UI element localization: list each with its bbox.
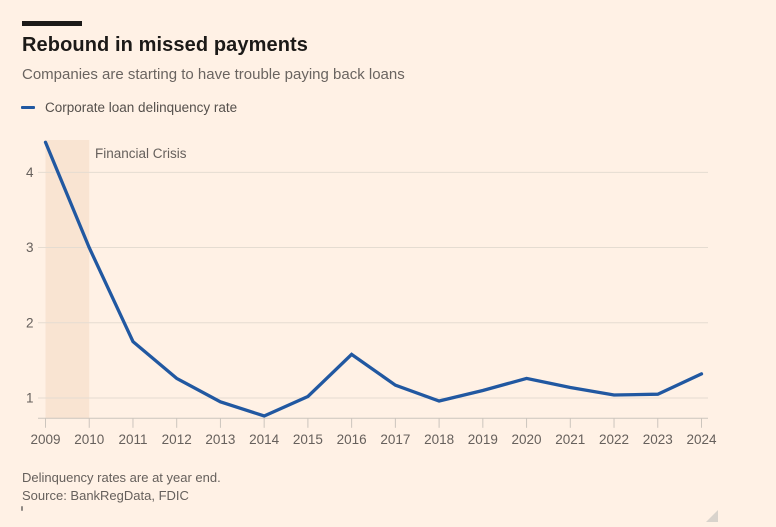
delinquency-rate-line	[43, 140, 704, 418]
y-axis-tick-label: 1	[26, 390, 34, 405]
x-axis-tick-label: 2018	[424, 432, 454, 447]
stray-mark	[21, 506, 23, 511]
x-axis-tick-label: 2014	[249, 432, 280, 447]
y-axis-tick-label: 3	[26, 240, 34, 255]
crisis-band	[45, 140, 90, 419]
x-axis-tick-label: 2013	[205, 432, 235, 447]
x-axis-tick-label: 2011	[118, 432, 147, 447]
x-axis-tick-label: 2021	[555, 432, 585, 447]
legend-line-swatch	[21, 105, 35, 110]
chart-footer: Delinquency rates are at year end. Sourc…	[22, 469, 221, 504]
resize-handle-icon[interactable]	[706, 510, 718, 522]
x-axis-tick-label: 2023	[643, 432, 673, 447]
y-axis-tick-label: 2	[26, 315, 34, 330]
x-axis-tick-label: 2020	[512, 432, 542, 447]
page-title: Rebound in missed payments	[22, 34, 308, 56]
x-axis-tick-label: 2024	[686, 432, 717, 447]
chart-subtitle: Companies are starting to have trouble p…	[22, 66, 405, 83]
legend: Corporate loan delinquency rate	[21, 100, 237, 115]
legend-label: Corporate loan delinquency rate	[45, 100, 238, 115]
x-axis-tick-label: 2016	[337, 432, 367, 447]
y-axis-tick-label: 4	[26, 165, 34, 180]
source-line: Source: BankRegData, FDIC	[22, 487, 189, 503]
x-axis-tick-label: 2019	[468, 432, 498, 447]
x-axis-tick-label: 2009	[30, 432, 60, 447]
x-axis-tick-label: 2010	[74, 432, 104, 447]
x-axis-tick-label: 2017	[380, 432, 410, 447]
x-axis-tick-label: 2015	[293, 432, 323, 447]
footnote: Delinquency rates are at year end.	[22, 470, 221, 485]
kicker-bar	[22, 21, 82, 26]
x-axis-tick-label: 2022	[599, 432, 629, 447]
x-axis-tick-label: 2012	[162, 432, 192, 447]
crisis-band-annotation: Financial Crisis	[95, 146, 187, 161]
